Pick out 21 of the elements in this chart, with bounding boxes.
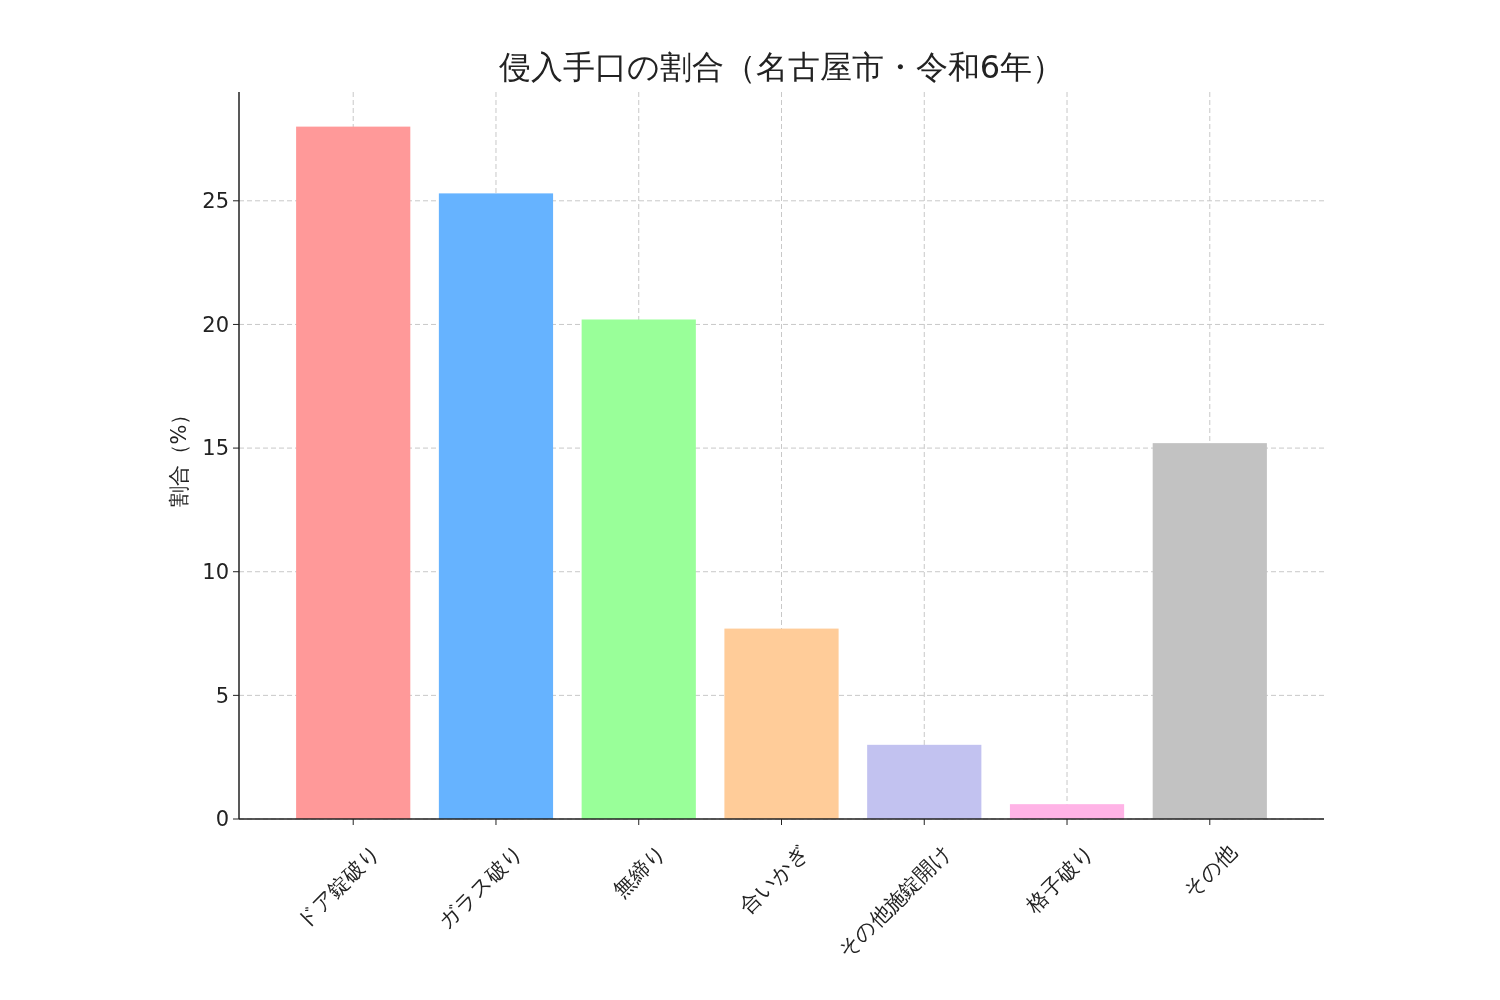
y-axis-title: 割合（%）: [167, 403, 191, 508]
bar: [867, 744, 982, 819]
chart-title: 侵入手口の割合（名古屋市・令和6年）: [498, 48, 1065, 86]
bar: [1009, 804, 1125, 819]
y-tick-label: 25: [202, 189, 229, 214]
bar: [296, 126, 411, 819]
x-tick-label: ドア錠破り: [291, 839, 386, 934]
x-tick-label: 合いかぎ: [734, 839, 814, 919]
x-tick-label: ガラス破り: [433, 839, 528, 934]
y-tick-label: 10: [202, 560, 229, 585]
bar: [581, 319, 696, 819]
y-tick-label: 20: [202, 312, 229, 337]
x-tick-label: 格子破り: [1021, 839, 1099, 918]
y-tick-label: 15: [202, 436, 229, 461]
x-tick-label: 無締り: [608, 839, 671, 903]
bar: [438, 193, 554, 819]
x-tick-label: その他施錠開け: [833, 839, 957, 963]
y-tick-label: 5: [215, 683, 229, 708]
bar: [724, 628, 839, 819]
y-tick-label: 0: [215, 807, 229, 832]
x-tick-label: その他: [1178, 839, 1242, 903]
